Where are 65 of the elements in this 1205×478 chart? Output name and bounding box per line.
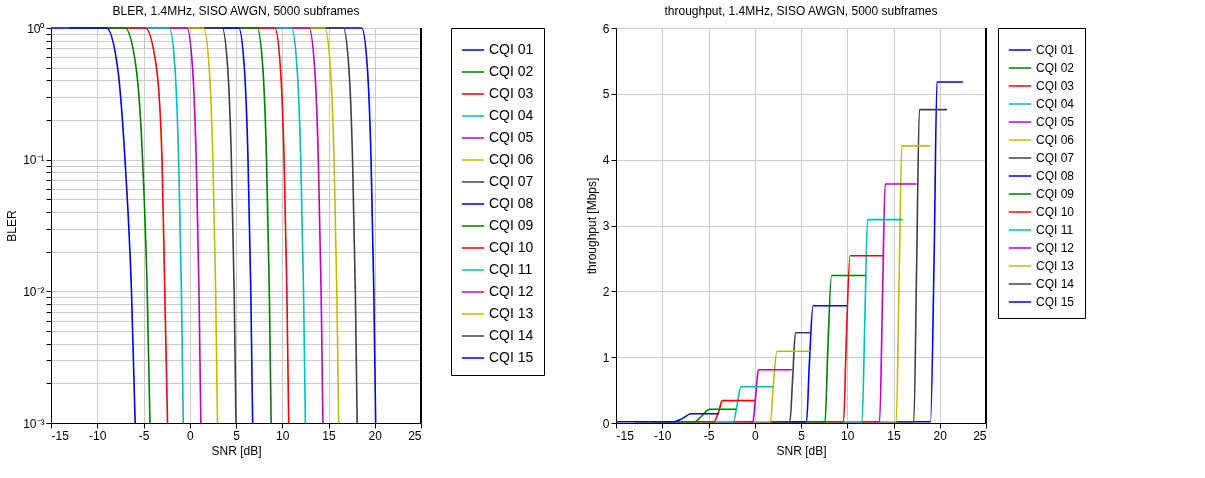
- legend-label: CQI 06: [1036, 133, 1075, 147]
- legend-label: CQI 15: [489, 349, 534, 365]
- x-tick-label: 5: [798, 428, 806, 443]
- legend-label: CQI 15: [1036, 295, 1075, 309]
- x-tick-label: 15: [322, 428, 336, 443]
- legend-label: CQI 08: [1036, 169, 1075, 183]
- legend-label: CQI 12: [489, 283, 534, 299]
- legend-label: CQI 10: [489, 239, 534, 255]
- x-tick-label: 20: [933, 428, 948, 443]
- y-tick-label: 4: [602, 153, 610, 168]
- legend-label: CQI 06: [489, 151, 534, 167]
- x-tick-label: -10: [654, 428, 672, 443]
- legend-label: CQI 14: [1036, 277, 1075, 291]
- y-tick-label: 0: [602, 416, 610, 431]
- x-tick-label: -15: [51, 428, 70, 443]
- x-tick-label: -10: [89, 428, 107, 443]
- y-tick-label: 3: [602, 219, 610, 233]
- y-axis-title: BLER: [5, 210, 20, 242]
- x-tick-label: 0: [186, 428, 194, 443]
- x-axis-title: SNR [dB]: [211, 443, 262, 458]
- legend-label: CQI 11: [1036, 223, 1074, 237]
- legend-label: CQI 05: [1036, 115, 1075, 129]
- x-tick-label: 20: [368, 428, 383, 443]
- legend-label: CQI 13: [489, 305, 534, 321]
- x-tick-label: 10: [276, 428, 290, 443]
- x-tick-label: -5: [138, 428, 150, 443]
- y-tick-label: 10⁻³: [23, 416, 45, 431]
- legend-label: CQI 02: [489, 63, 534, 79]
- x-tick-label: 10: [841, 428, 855, 443]
- y-tick-label: 10⁻¹: [23, 153, 45, 168]
- x-tick-label: 5: [233, 428, 241, 443]
- legend-label: CQI 01: [489, 41, 534, 57]
- x-axis-title: SNR [dB]: [776, 443, 827, 458]
- chart-title: BLER, 1.4MHz, SISO AWGN, 5000 subframes: [112, 4, 360, 18]
- legend-label: CQI 03: [1036, 79, 1075, 93]
- legend-label: CQI 09: [489, 217, 534, 233]
- y-tick-label: 5: [602, 87, 610, 102]
- legend-label: CQI 10: [1036, 205, 1075, 219]
- legend-label: CQI 04: [1036, 97, 1075, 111]
- x-tick-label: 0: [751, 428, 759, 443]
- y-tick-label: 6: [602, 21, 610, 36]
- legend-label: CQI 07: [489, 173, 534, 189]
- legend-label: CQI 02: [1036, 61, 1075, 75]
- y-axis-title: throughput [Mbps]: [584, 177, 599, 275]
- legend-label: CQI 13: [1036, 259, 1075, 273]
- y-tick-label: 1: [602, 350, 610, 365]
- legend-label: CQI 01: [1036, 43, 1075, 57]
- legend-label: CQI 05: [489, 129, 534, 145]
- x-tick-label: -15: [616, 428, 635, 443]
- y-tick-label: 10⁰: [27, 21, 45, 36]
- legend-label: CQI 12: [1036, 241, 1075, 255]
- y-tick-label: 10⁻²: [23, 284, 45, 299]
- legend-label: CQI 07: [1036, 151, 1075, 165]
- legend-label: CQI 03: [489, 85, 534, 101]
- legend-label: CQI 04: [489, 107, 534, 123]
- legend-label: CQI 09: [1036, 187, 1075, 201]
- y-tick-label: 2: [602, 284, 610, 299]
- legend-label: CQI 11: [489, 261, 533, 277]
- chart-title: throughput, 1.4MHz, SISO AWGN, 5000 subframes: [664, 4, 938, 18]
- legend-label: CQI 14: [489, 327, 534, 343]
- x-tick-label: 25: [973, 428, 987, 443]
- x-tick-label: 25: [408, 428, 422, 443]
- x-tick-label: 15: [887, 428, 901, 443]
- legend-label: CQI 08: [489, 195, 534, 211]
- x-tick-label: -5: [703, 428, 715, 443]
